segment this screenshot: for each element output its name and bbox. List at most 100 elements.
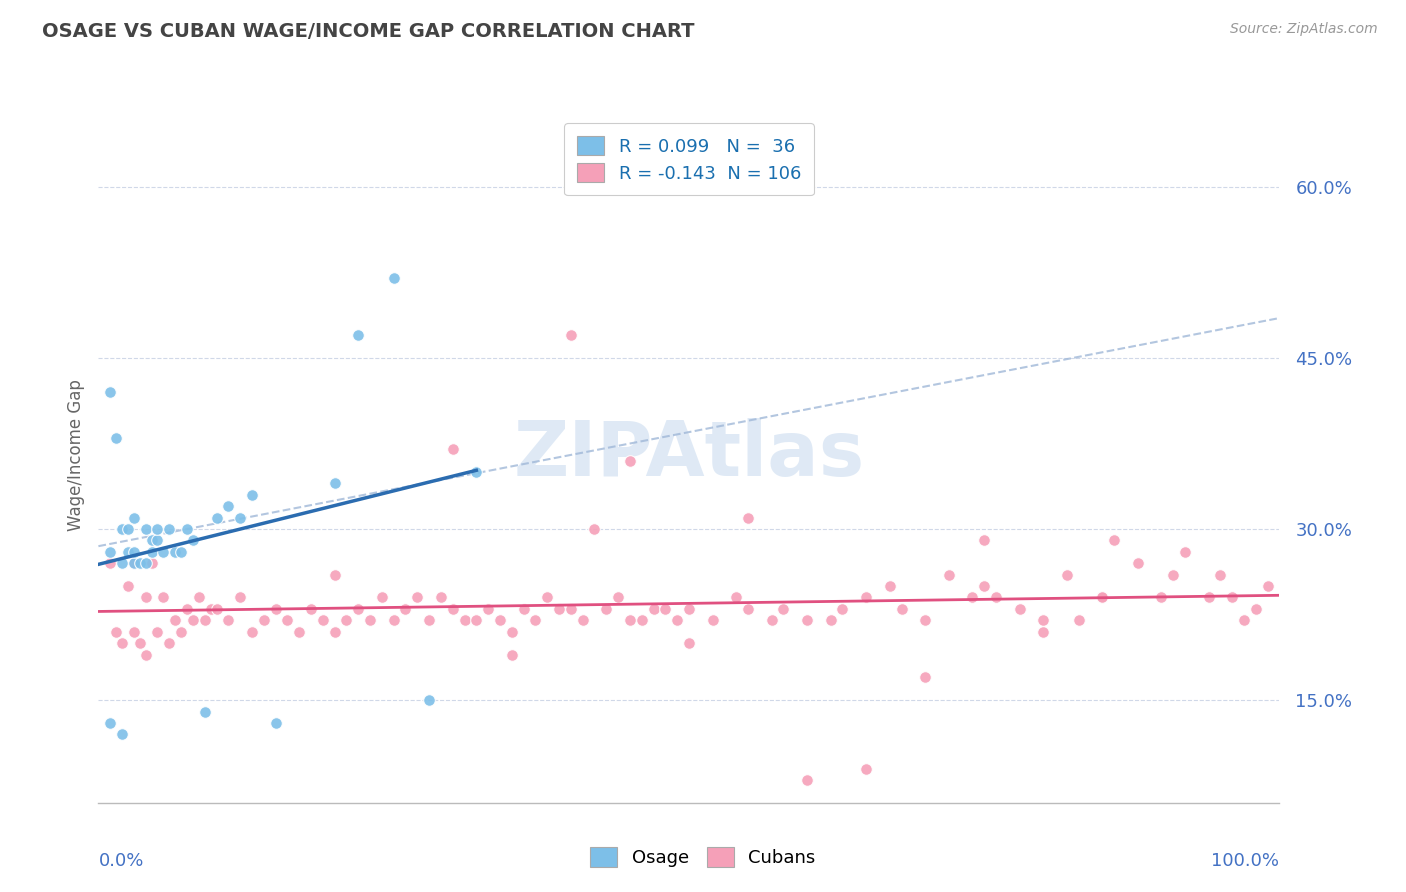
Point xyxy=(1008,602,1031,616)
Point xyxy=(122,510,145,524)
Point xyxy=(122,556,145,570)
Point xyxy=(796,772,818,787)
Point xyxy=(105,431,128,445)
Point xyxy=(678,602,700,616)
Point xyxy=(1091,591,1114,605)
Point xyxy=(890,602,912,616)
Point xyxy=(205,602,228,616)
Point xyxy=(194,613,217,627)
Point xyxy=(1056,567,1078,582)
Point xyxy=(702,613,724,627)
Point xyxy=(135,591,157,605)
Point xyxy=(772,602,794,616)
Point xyxy=(737,602,759,616)
Point xyxy=(1150,591,1173,605)
Point xyxy=(371,591,394,605)
Point xyxy=(548,602,571,616)
Point xyxy=(117,579,139,593)
Point xyxy=(111,522,134,536)
Point xyxy=(583,522,606,536)
Point xyxy=(855,762,877,776)
Point xyxy=(595,602,617,616)
Point xyxy=(512,602,534,616)
Point xyxy=(1067,613,1090,627)
Point xyxy=(312,613,335,627)
Point xyxy=(643,602,665,616)
Point xyxy=(394,602,416,616)
Point xyxy=(165,545,187,559)
Point xyxy=(98,715,121,730)
Point xyxy=(855,591,877,605)
Point xyxy=(152,545,174,559)
Point xyxy=(217,500,239,514)
Point xyxy=(1233,613,1256,627)
Point xyxy=(831,602,853,616)
Point xyxy=(176,522,198,536)
Point xyxy=(666,613,689,627)
Point xyxy=(560,602,582,616)
Point xyxy=(264,602,287,616)
Point xyxy=(122,556,145,570)
Point xyxy=(264,715,287,730)
Point xyxy=(176,602,198,616)
Point xyxy=(253,613,276,627)
Point xyxy=(229,510,252,524)
Point xyxy=(607,591,630,605)
Point xyxy=(879,579,901,593)
Point xyxy=(157,636,180,650)
Point xyxy=(406,591,429,605)
Point xyxy=(217,613,239,627)
Point xyxy=(441,442,464,457)
Point xyxy=(117,522,139,536)
Point xyxy=(157,522,180,536)
Point xyxy=(240,488,263,502)
Point xyxy=(501,624,523,639)
Point xyxy=(335,613,357,627)
Point xyxy=(501,648,523,662)
Point xyxy=(973,533,995,548)
Point xyxy=(200,602,222,616)
Point xyxy=(323,476,346,491)
Point xyxy=(1209,567,1232,582)
Point xyxy=(737,510,759,524)
Point xyxy=(761,613,783,627)
Point xyxy=(288,624,311,639)
Point xyxy=(654,602,676,616)
Point xyxy=(796,613,818,627)
Point xyxy=(1126,556,1149,570)
Y-axis label: Wage/Income Gap: Wage/Income Gap xyxy=(66,379,84,531)
Point xyxy=(146,522,169,536)
Point xyxy=(418,613,440,627)
Point xyxy=(122,545,145,559)
Point xyxy=(571,613,593,627)
Point xyxy=(1032,624,1054,639)
Text: Source: ZipAtlas.com: Source: ZipAtlas.com xyxy=(1230,22,1378,37)
Point xyxy=(135,522,157,536)
Point xyxy=(1102,533,1125,548)
Point xyxy=(135,648,157,662)
Point xyxy=(128,556,150,570)
Point xyxy=(465,465,488,479)
Text: 100.0%: 100.0% xyxy=(1212,852,1279,870)
Point xyxy=(560,328,582,343)
Point xyxy=(619,613,641,627)
Point xyxy=(678,636,700,650)
Point xyxy=(962,591,984,605)
Point xyxy=(973,579,995,593)
Point xyxy=(1161,567,1184,582)
Point xyxy=(299,602,322,616)
Point xyxy=(111,636,134,650)
Point xyxy=(323,567,346,582)
Point xyxy=(619,453,641,467)
Point xyxy=(914,670,936,684)
Point xyxy=(524,613,547,627)
Point xyxy=(181,613,204,627)
Point xyxy=(1220,591,1243,605)
Point xyxy=(276,613,298,627)
Point xyxy=(984,591,1007,605)
Point xyxy=(170,545,193,559)
Point xyxy=(165,613,187,627)
Point xyxy=(229,591,252,605)
Point xyxy=(170,624,193,639)
Point xyxy=(453,613,475,627)
